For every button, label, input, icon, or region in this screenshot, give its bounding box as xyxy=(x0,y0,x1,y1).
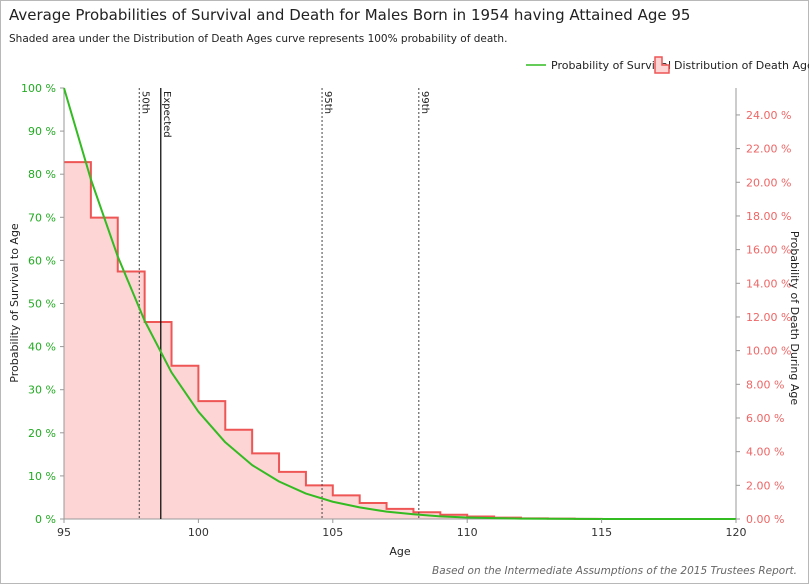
marker-label-2: 95th xyxy=(322,91,333,114)
y-right-tick-label-9: 18.00 % xyxy=(746,210,791,223)
y-right-tick-label-2: 4.00 % xyxy=(746,446,784,459)
death-distribution-area xyxy=(64,162,736,519)
y-left-tick-label-7: 70 % xyxy=(28,211,56,224)
y-right-tick-label-6: 12.00 % xyxy=(746,311,791,324)
y-right-tick-label-7: 14.00 % xyxy=(746,277,791,290)
y-right-tick-label-0: 0.00 % xyxy=(746,513,784,526)
legend: Probability of Survival Distribution of … xyxy=(526,56,809,74)
chart-subtitle: Shaded area under the Distribution of De… xyxy=(9,33,508,45)
y-right-tick-label-1: 2.00 % xyxy=(746,479,784,492)
x-tick-label-1: 100 xyxy=(188,526,209,539)
y-right-tick-label-10: 20.00 % xyxy=(746,176,791,189)
y-right-tick-label-12: 24.00 % xyxy=(746,109,791,122)
x-tick-label-4: 115 xyxy=(591,526,612,539)
y-right-tick-label-4: 8.00 % xyxy=(746,378,784,391)
y-left-tick-label-10: 100 % xyxy=(21,82,56,95)
y-left-tick-label-4: 40 % xyxy=(28,341,56,354)
x-tick-label-3: 110 xyxy=(457,526,478,539)
y-left-tick-label-9: 90 % xyxy=(28,125,56,138)
x-tick-label-0: 95 xyxy=(57,526,71,539)
y-right-axis-title: Probability of Death During Age xyxy=(788,231,801,405)
marker-label-0: 50th xyxy=(139,91,150,114)
legend-death-label: Distribution of Death Ages xyxy=(674,59,809,72)
x-tick-label-5: 120 xyxy=(726,526,747,539)
y-left-tick-label-1: 10 % xyxy=(28,470,56,483)
y-left-tick-label-6: 60 % xyxy=(28,254,56,267)
survival-line xyxy=(63,87,736,520)
y-right-tick-label-11: 22.00 % xyxy=(746,143,791,156)
chart-footer: Based on the Intermediate Assumptions of… xyxy=(431,565,797,577)
chart-title: Average Probabilities of Survival and De… xyxy=(9,6,691,24)
y-left-tick-label-0: 0 % xyxy=(35,513,56,526)
x-tick-label-2: 105 xyxy=(322,526,343,539)
plot-area: 50th Expected 95th 99th 0 % 10 % 20 % 30 % 40 % 5… xyxy=(21,82,791,539)
y-left-tick-label-5: 50 % xyxy=(28,298,56,311)
y-right-tick-label-3: 6.00 % xyxy=(746,412,784,425)
y-left-tick-label-2: 20 % xyxy=(28,427,56,440)
legend-survival-label: Probability of Survival xyxy=(551,59,671,72)
marker-label-3: 99th xyxy=(419,91,430,114)
marker-label-1: Expected xyxy=(161,91,172,138)
y-left-tick-label-3: 30 % xyxy=(28,384,56,397)
y-left-axis-title: Probability of Survival to Age xyxy=(8,223,21,383)
y-left-tick-label-8: 80 % xyxy=(28,168,56,181)
y-right-tick-label-8: 16.00 % xyxy=(746,244,791,257)
x-axis-title: Age xyxy=(389,545,411,558)
y-right-tick-label-5: 10.00 % xyxy=(746,345,791,358)
legend-death-swatch xyxy=(654,56,670,74)
